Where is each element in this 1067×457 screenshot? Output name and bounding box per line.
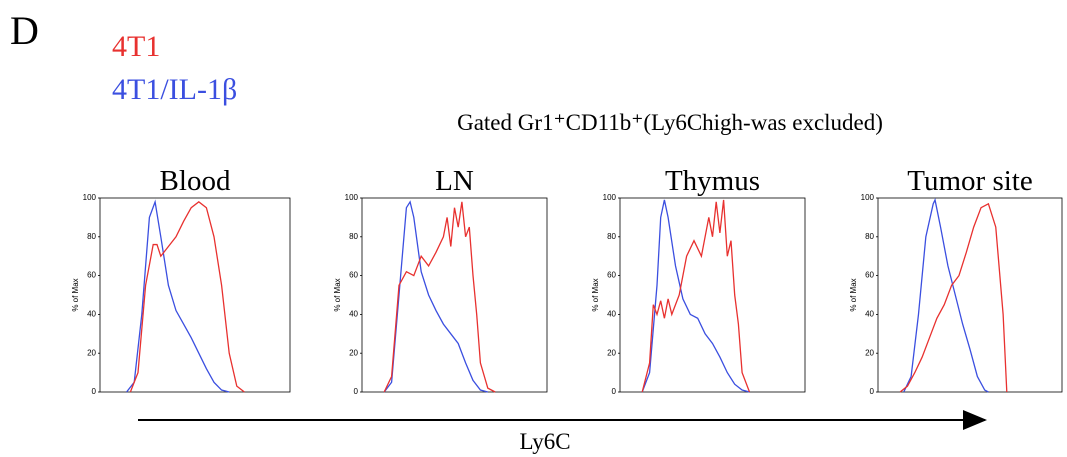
y-tick-label: 60 bbox=[349, 271, 358, 280]
y-tick-label: 100 bbox=[83, 193, 97, 202]
y-tick-label: 0 bbox=[870, 387, 875, 396]
plot-frame bbox=[99, 197, 291, 393]
y-tick-label: 100 bbox=[861, 193, 875, 202]
legend-entry: 4T1/IL-1β bbox=[112, 73, 237, 106]
y-tick-label: 80 bbox=[349, 232, 358, 241]
x-axis-label: Ly6C bbox=[519, 429, 570, 454]
y-tick-label: 100 bbox=[345, 193, 359, 202]
y-tick-label: 20 bbox=[87, 348, 96, 357]
plot-frame bbox=[619, 197, 806, 393]
chart-title: LN bbox=[435, 165, 474, 197]
y-tick-label: 20 bbox=[349, 348, 358, 357]
chart-title: Thymus bbox=[665, 165, 760, 197]
histogram-line bbox=[899, 202, 1008, 393]
histogram-line bbox=[129, 201, 245, 393]
y-tick-label: 60 bbox=[87, 271, 96, 280]
y-tick-label: 80 bbox=[607, 232, 616, 241]
y-tick-label: 0 bbox=[612, 387, 617, 396]
chart-title: Blood bbox=[160, 165, 231, 197]
panel-label: D bbox=[10, 8, 39, 53]
y-tick-label: 40 bbox=[349, 310, 358, 319]
y-tick-label: 40 bbox=[865, 310, 874, 319]
y-tick-label: 0 bbox=[354, 387, 359, 396]
histogram-line bbox=[641, 199, 751, 393]
y-tick-label: 100 bbox=[603, 193, 617, 202]
y-tick-label: 0 bbox=[92, 387, 97, 396]
histogram-line bbox=[383, 201, 496, 393]
y-axis-label: % of Max bbox=[71, 278, 80, 311]
y-axis-label: % of Max bbox=[591, 278, 600, 311]
y-axis-label: % of Max bbox=[849, 278, 858, 311]
histogram-line bbox=[903, 197, 989, 393]
y-tick-label: 20 bbox=[865, 348, 874, 357]
plot-frame bbox=[877, 197, 1063, 393]
histogram-line bbox=[641, 199, 750, 393]
y-tick-label: 40 bbox=[607, 310, 616, 319]
y-tick-label: 20 bbox=[607, 348, 616, 357]
y-axis-label: % of Max bbox=[333, 278, 342, 311]
histogram-line bbox=[126, 199, 230, 393]
y-tick-label: 60 bbox=[865, 271, 874, 280]
plot-frame bbox=[361, 197, 548, 393]
y-tick-label: 80 bbox=[87, 232, 96, 241]
y-tick-label: 80 bbox=[865, 232, 874, 241]
chart-title: Tumor site bbox=[907, 165, 1032, 197]
y-tick-label: 60 bbox=[607, 271, 616, 280]
histogram-line bbox=[383, 200, 488, 393]
y-tick-label: 40 bbox=[87, 310, 96, 319]
figure-title: Gated Gr1⁺CD11b⁺(Ly6Chigh-was excluded) bbox=[457, 110, 883, 135]
legend-entry: 4T1 bbox=[112, 30, 160, 63]
